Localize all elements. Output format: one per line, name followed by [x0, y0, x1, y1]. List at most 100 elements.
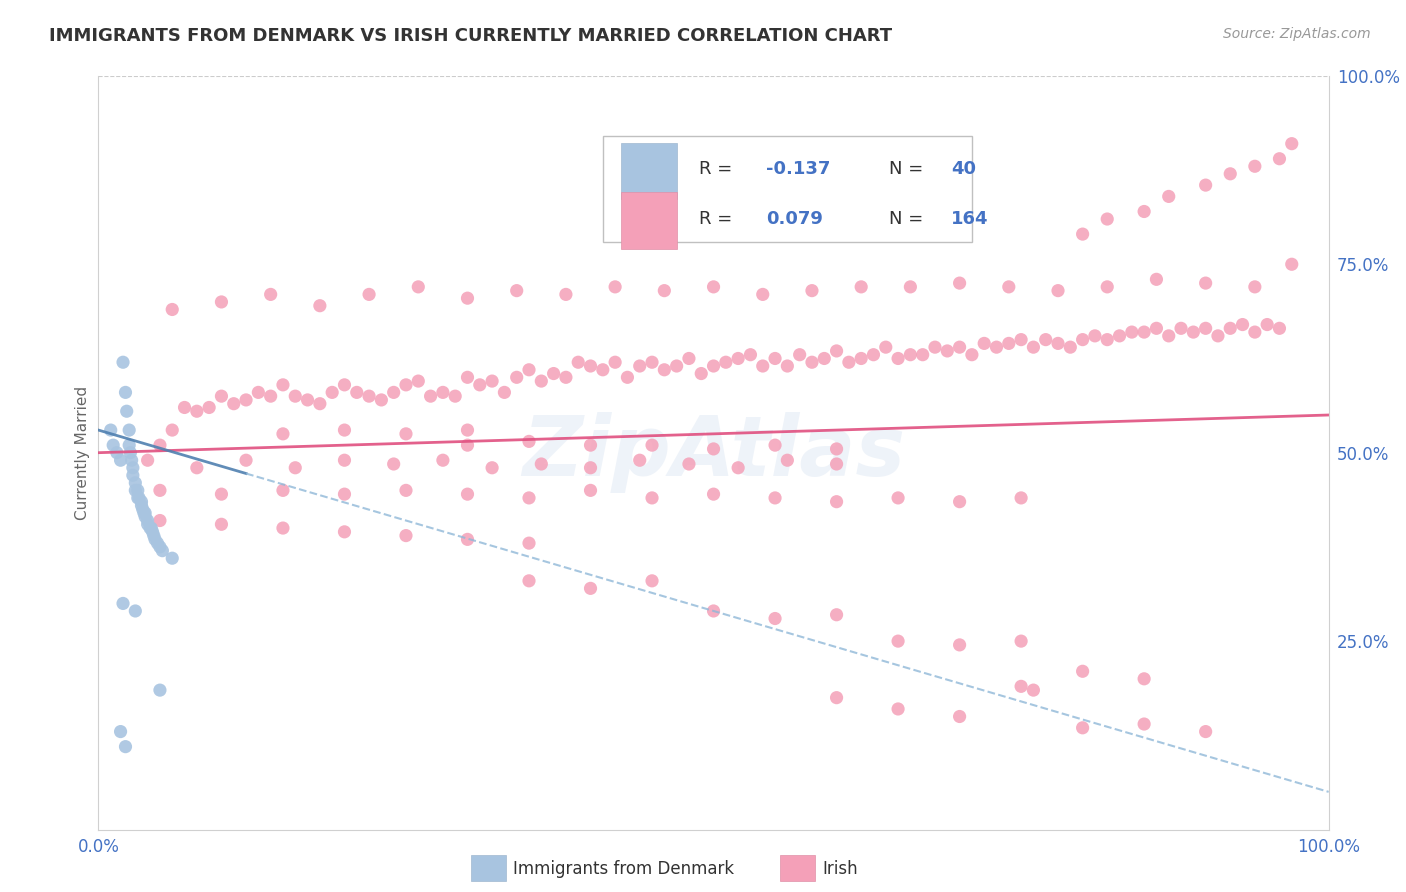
- Point: [740, 348, 762, 362]
- Text: R =: R =: [699, 161, 738, 178]
- Point: [149, 540, 172, 554]
- Point: [900, 280, 922, 294]
- Point: [911, 348, 934, 362]
- Point: [260, 389, 283, 403]
- Point: [1195, 724, 1218, 739]
- Point: [162, 423, 183, 437]
- Point: [141, 521, 163, 535]
- Point: [333, 423, 356, 437]
- Point: [122, 468, 145, 483]
- Point: [506, 370, 529, 384]
- Point: [114, 385, 136, 400]
- Point: [1144, 272, 1167, 286]
- Point: [652, 284, 676, 298]
- Point: [949, 638, 972, 652]
- Point: [1097, 280, 1119, 294]
- Point: [887, 634, 910, 648]
- Text: Irish: Irish: [823, 860, 858, 878]
- Point: [1170, 321, 1192, 335]
- Point: [567, 355, 589, 369]
- Point: [247, 385, 270, 400]
- Point: [517, 574, 540, 588]
- Point: [186, 404, 208, 418]
- Point: [543, 367, 565, 381]
- Point: [127, 483, 149, 498]
- Point: [128, 491, 150, 505]
- Point: [444, 389, 467, 403]
- Point: [554, 370, 576, 384]
- Point: [825, 690, 848, 705]
- Point: [432, 385, 454, 400]
- Point: [395, 528, 418, 542]
- Point: [211, 294, 233, 310]
- Point: [309, 397, 332, 411]
- Point: [142, 528, 165, 542]
- Point: [127, 491, 149, 505]
- Point: [703, 604, 725, 618]
- Point: [763, 611, 786, 625]
- Point: [395, 426, 418, 441]
- Point: [641, 355, 664, 369]
- Text: ZipAtlas: ZipAtlas: [522, 412, 905, 493]
- Point: [703, 442, 725, 456]
- Point: [1133, 672, 1156, 686]
- Point: [1097, 333, 1119, 347]
- Point: [110, 724, 132, 739]
- Point: [998, 280, 1021, 294]
- Point: [887, 351, 910, 366]
- Point: [146, 536, 169, 550]
- Point: [121, 453, 143, 467]
- Point: [763, 438, 786, 452]
- Point: [703, 359, 725, 373]
- Point: [530, 374, 553, 388]
- Point: [887, 702, 910, 716]
- Point: [395, 377, 418, 392]
- Point: [271, 483, 294, 498]
- Point: [862, 348, 884, 362]
- Point: [517, 491, 540, 505]
- Point: [825, 494, 848, 508]
- Point: [924, 340, 946, 354]
- Point: [222, 397, 245, 411]
- Point: [727, 351, 749, 366]
- Point: [1219, 167, 1241, 181]
- Point: [419, 389, 441, 403]
- Point: [1219, 321, 1241, 335]
- Point: [579, 582, 602, 596]
- Point: [1195, 178, 1218, 193]
- Point: [936, 343, 959, 358]
- Point: [456, 487, 478, 501]
- Point: [333, 453, 356, 467]
- Point: [517, 434, 540, 449]
- Point: [359, 389, 381, 403]
- Point: [592, 363, 614, 377]
- Point: [1022, 340, 1045, 354]
- Point: [887, 491, 910, 505]
- Point: [1010, 679, 1032, 693]
- Point: [456, 370, 478, 384]
- Point: [949, 340, 972, 354]
- Point: [801, 284, 824, 298]
- Point: [141, 524, 165, 539]
- Point: [124, 604, 146, 618]
- Point: [1133, 204, 1156, 219]
- Point: [260, 287, 283, 301]
- Point: [763, 491, 786, 505]
- Point: [481, 460, 503, 475]
- Point: [198, 401, 221, 415]
- Point: [131, 499, 153, 513]
- Point: [333, 524, 356, 539]
- Text: Immigrants from Denmark: Immigrants from Denmark: [513, 860, 734, 878]
- Point: [813, 351, 835, 366]
- Text: -0.137: -0.137: [766, 161, 831, 178]
- Point: [134, 506, 156, 520]
- Point: [110, 453, 132, 467]
- Point: [665, 359, 688, 373]
- Point: [211, 517, 233, 532]
- Point: [579, 438, 602, 452]
- Point: [1206, 329, 1229, 343]
- Point: [235, 453, 257, 467]
- Point: [1195, 276, 1218, 290]
- Point: [235, 392, 257, 407]
- Point: [149, 483, 172, 498]
